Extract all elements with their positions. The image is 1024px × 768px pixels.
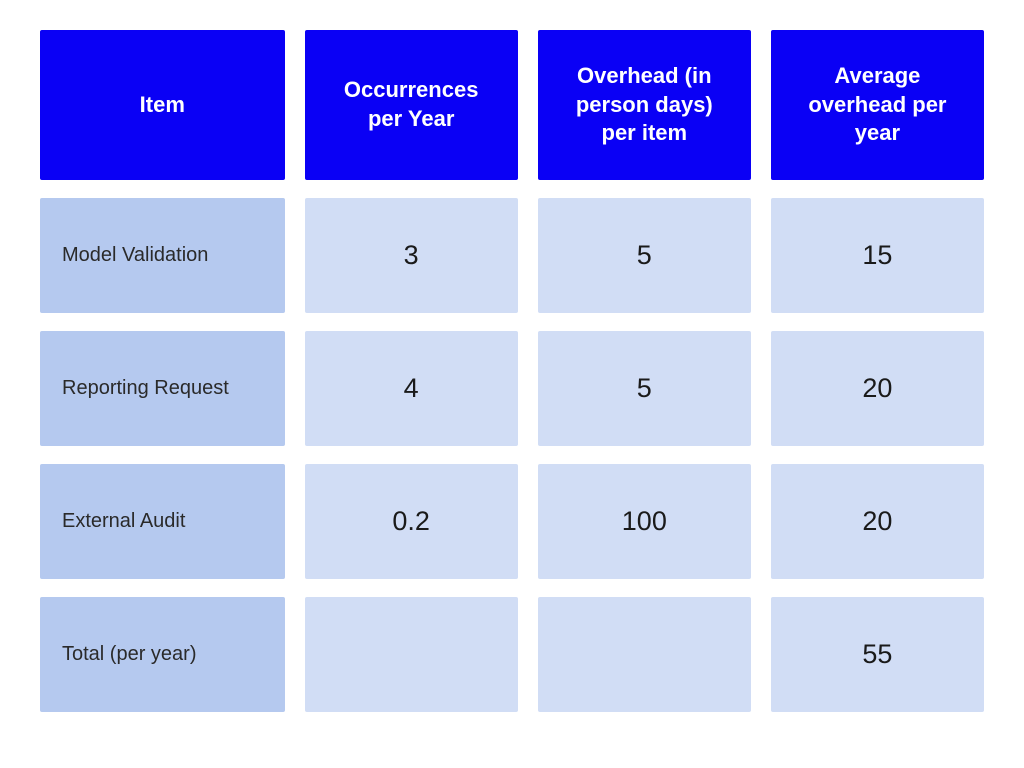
row-avg-per-year: 55 bbox=[771, 597, 984, 712]
table-row: Reporting Request 4 5 20 bbox=[40, 331, 984, 446]
row-occurrences: 4 bbox=[305, 331, 518, 446]
row-avg-per-year: 15 bbox=[771, 198, 984, 313]
row-avg-per-year: 20 bbox=[771, 464, 984, 579]
row-overhead-per-item: 5 bbox=[538, 331, 751, 446]
header-row: Item Occurrences per Year Overhead (in p… bbox=[40, 30, 984, 180]
header-overhead-per-item: Overhead (in person days) per item bbox=[538, 30, 751, 180]
table-row: Model Validation 3 5 15 bbox=[40, 198, 984, 313]
row-label: Model Validation bbox=[40, 198, 285, 313]
row-occurrences: 3 bbox=[305, 198, 518, 313]
row-occurrences bbox=[305, 597, 518, 712]
header-occurrences: Occurrences per Year bbox=[305, 30, 518, 180]
overhead-table: Item Occurrences per Year Overhead (in p… bbox=[40, 30, 984, 712]
row-overhead-per-item bbox=[538, 597, 751, 712]
row-overhead-per-item: 5 bbox=[538, 198, 751, 313]
row-label: Reporting Request bbox=[40, 331, 285, 446]
table-row: External Audit 0.2 100 20 bbox=[40, 464, 984, 579]
row-overhead-per-item: 100 bbox=[538, 464, 751, 579]
table-row: Total (per year) 55 bbox=[40, 597, 984, 712]
row-label: Total (per year) bbox=[40, 597, 285, 712]
row-avg-per-year: 20 bbox=[771, 331, 984, 446]
row-occurrences: 0.2 bbox=[305, 464, 518, 579]
header-item: Item bbox=[40, 30, 285, 180]
row-label: External Audit bbox=[40, 464, 285, 579]
header-avg-per-year: Average overhead per year bbox=[771, 30, 984, 180]
